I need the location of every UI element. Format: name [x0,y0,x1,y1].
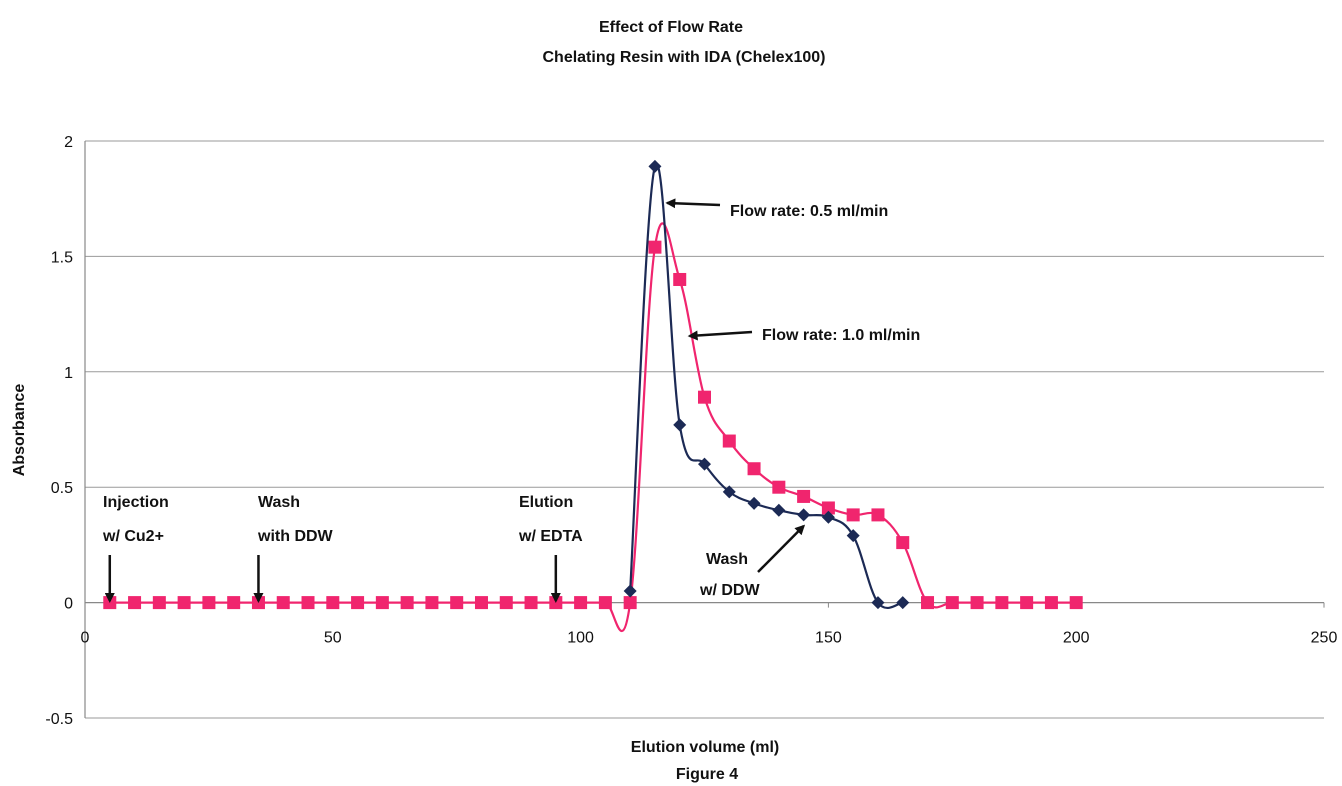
data-point-square [921,596,935,610]
data-point-square [177,596,191,610]
y-tick-label: 0 [64,596,73,613]
data-point-square [574,596,588,610]
data-point-square [474,596,488,610]
data-point-square [400,596,414,610]
data-point-square [945,596,959,610]
data-point-diamond [673,418,687,432]
data-point-diamond [821,510,835,524]
annotation-wash-sub: with DDW [257,528,334,545]
data-point-square [499,596,513,610]
annotations: Flow rate: 0.5 ml/min Flow rate: 1.0 ml/m… [102,198,920,603]
axes [84,141,1325,718]
chart-title: Effect of Flow Rate [599,19,743,36]
y-tick-label: 1.5 [51,249,73,266]
data-point-square [722,434,736,448]
data-point-square [202,596,216,610]
series-label-flow-1-0: Flow rate: 1.0 ml/min [762,327,920,344]
data-point-square [871,508,885,522]
data-point-square [326,596,340,610]
data-point-square [673,272,687,286]
y-tick-label: -0.5 [45,711,73,728]
data-point-square [524,596,538,610]
annotation-elution-title: Elution [519,494,573,511]
series-arrow-flow-1-0 [687,330,753,341]
data-point-square [995,596,1009,610]
data-point-diamond [747,496,761,510]
annotation-injection-sub: w/ Cu2+ [102,528,164,545]
data-point-diamond [698,457,711,471]
data-point-square [375,596,389,610]
data-point-diamond [722,485,736,499]
data-point-square [152,596,166,610]
series-label-flow-0-5: Flow rate: 0.5 ml/min [730,203,888,220]
data-point-diamond [871,596,885,610]
data-point-square [772,480,786,494]
x-tick-label: 250 [1311,630,1338,647]
data-point-square [276,596,290,610]
data-point-diamond [896,596,910,610]
data-point-square [623,596,637,610]
series-line [629,162,903,609]
y-tick-label: 0.5 [51,480,73,497]
annotation-wash-title: Wash [258,494,300,511]
series-flow-1-0 [103,222,1083,633]
data-point-square [450,596,464,610]
data-point-square [1044,596,1058,610]
chart-subtitle: Chelating Resin with IDA (Chelex100) [542,49,825,66]
data-point-square [227,596,241,610]
data-point-diamond [648,159,662,173]
x-tick-label: 50 [324,630,342,647]
x-axis-label: Elution volume (ml) [631,739,779,756]
data-point-square [128,596,142,610]
data-point-square [598,596,612,610]
annotation-wash2-sub: w/ DDW [699,582,760,599]
y-axis-label: Absorbance [11,384,28,477]
data-point-diamond [797,508,811,522]
annotation-wash2-title: Wash [706,551,748,568]
annotation-injection-title: Injection [103,494,169,511]
y-tick-label: 1 [64,365,73,382]
data-point-square [648,240,662,254]
series-line [109,222,1077,633]
gridlines [85,140,1324,719]
annotation-wash2-arrow [757,524,806,573]
x-tick-label: 200 [1063,630,1090,647]
data-series [103,159,1083,633]
data-point-square [747,462,761,476]
data-point-square [698,390,711,404]
x-tick-label: 150 [815,630,842,647]
data-point-square [896,536,910,550]
data-point-square [351,596,365,610]
data-point-diamond [772,503,786,517]
data-point-diamond [623,584,637,598]
tick-labels: -0.5 0 0.5 1 1.5 2 0 50 100 150 200 250 [45,134,1337,728]
data-point-square [425,596,439,610]
annotation-elution-sub: w/ EDTA [518,528,583,545]
y-tick-label: 2 [64,134,73,151]
data-point-square [821,501,835,515]
data-point-square [846,508,860,522]
data-point-square [1020,596,1034,610]
figure-caption: Figure 4 [676,766,738,783]
series-flow-0-5 [623,159,910,610]
data-point-square [301,596,315,610]
data-point-square [1069,596,1083,610]
x-tick-label: 100 [567,630,594,647]
data-point-square [970,596,984,610]
x-tick-label: 0 [81,630,90,647]
data-point-square [797,489,811,503]
series-arrow-flow-0-5 [665,198,721,209]
data-point-diamond [846,529,860,543]
